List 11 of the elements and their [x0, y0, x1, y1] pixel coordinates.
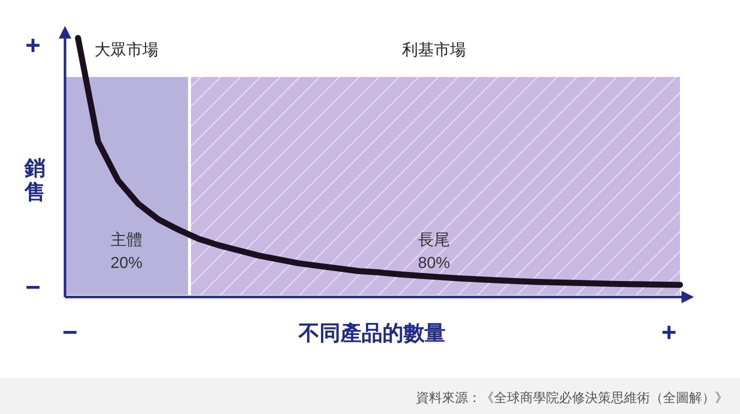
- x-axis-title: 不同產品的數量: [298, 322, 446, 345]
- source-note: 資料來源：《全球商學院必修決策思維術（全圖解）》: [416, 390, 728, 405]
- text: −: [62, 317, 78, 347]
- annotation: 大眾市場: [94, 41, 158, 59]
- y-axis-title: 銷售: [24, 157, 46, 204]
- text: +: [661, 317, 677, 347]
- annotation: 長尾 80%: [418, 232, 450, 272]
- text: −: [25, 272, 41, 302]
- annotation: 主體 20%: [110, 231, 143, 272]
- annotation: 利基市場: [402, 41, 466, 59]
- text: +: [25, 30, 41, 60]
